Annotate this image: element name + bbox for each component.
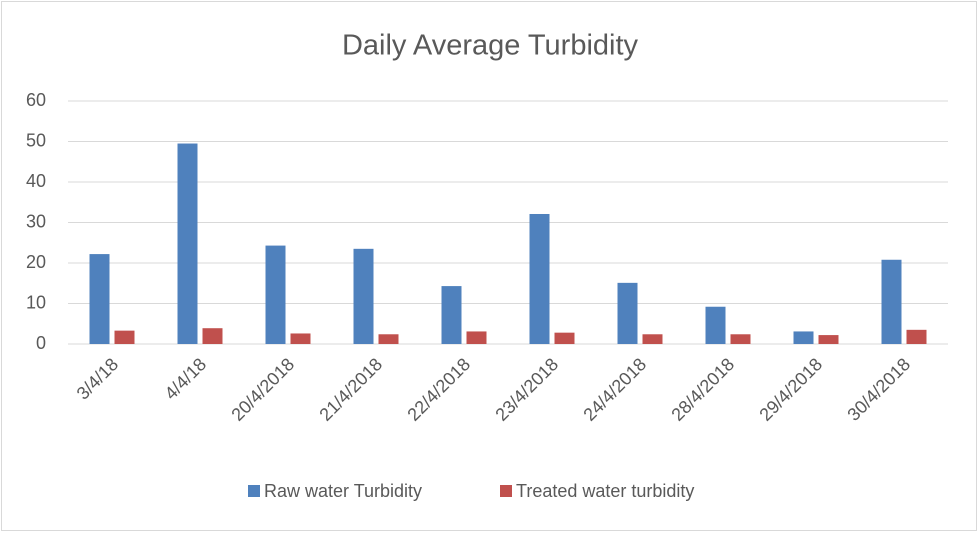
y-tick-label: 40 xyxy=(26,171,46,191)
y-tick-label: 10 xyxy=(26,292,46,312)
y-tick-label: 20 xyxy=(26,252,46,272)
bar xyxy=(290,333,311,344)
bar xyxy=(730,334,751,344)
legend-label: Treated water turbidity xyxy=(516,481,694,501)
bar xyxy=(466,331,487,344)
y-tick-label: 30 xyxy=(26,211,46,231)
bar xyxy=(529,213,550,344)
bar xyxy=(554,332,575,344)
bar xyxy=(642,334,663,344)
chart-title: Daily Average Turbidity xyxy=(342,30,639,62)
y-tick-label: 50 xyxy=(26,130,46,150)
bar xyxy=(378,334,399,344)
bar xyxy=(114,330,135,344)
bar xyxy=(177,143,198,344)
y-tick-label: 0 xyxy=(36,333,46,353)
bar xyxy=(265,245,286,344)
bar xyxy=(89,254,110,344)
y-tick-label: 60 xyxy=(26,90,46,110)
bar xyxy=(906,329,927,344)
bar xyxy=(881,259,902,344)
legend-label: Raw water Turbidity xyxy=(264,481,422,501)
legend-swatch xyxy=(500,485,512,497)
bar xyxy=(353,248,374,344)
bar xyxy=(705,306,726,344)
bar xyxy=(202,328,223,344)
legend-swatch xyxy=(248,485,260,497)
bar xyxy=(441,286,462,344)
bar xyxy=(617,282,638,344)
bar xyxy=(818,335,839,344)
bar xyxy=(793,331,814,344)
